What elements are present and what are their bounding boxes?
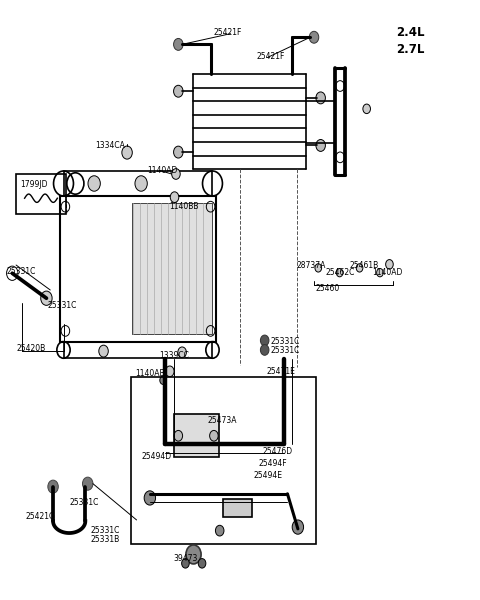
Bar (131, 377, 316, 544)
Circle shape (172, 169, 180, 179)
Circle shape (48, 480, 58, 493)
Text: 25461B: 25461B (349, 261, 378, 270)
Circle shape (144, 491, 156, 505)
Circle shape (166, 366, 174, 377)
Text: 25331C: 25331C (48, 301, 77, 310)
Text: 25331C: 25331C (91, 526, 120, 535)
Text: 1334CA: 1334CA (96, 141, 125, 150)
Bar (223, 499, 252, 517)
Text: 39473: 39473 (174, 554, 198, 563)
Bar (174, 415, 219, 457)
Circle shape (83, 477, 93, 490)
Circle shape (174, 430, 182, 441)
Circle shape (135, 176, 147, 191)
Circle shape (316, 139, 325, 151)
Circle shape (210, 430, 218, 441)
Circle shape (216, 525, 224, 536)
Circle shape (99, 345, 108, 357)
Text: 25331C: 25331C (271, 337, 300, 346)
Circle shape (292, 520, 303, 534)
Circle shape (261, 335, 269, 346)
Text: 25331C: 25331C (7, 267, 36, 276)
Circle shape (363, 104, 371, 113)
Circle shape (178, 347, 186, 358)
Text: 1799JD: 1799JD (20, 179, 48, 188)
Circle shape (181, 559, 189, 568)
Text: 25421G: 25421G (25, 512, 55, 521)
Text: 25331C: 25331C (271, 346, 300, 355)
Circle shape (377, 268, 384, 277)
Text: 25462C: 25462C (325, 268, 355, 277)
Circle shape (174, 85, 183, 97)
Text: 25460: 25460 (316, 284, 340, 293)
Text: 25473A: 25473A (208, 416, 237, 425)
Text: 25494E: 25494E (253, 471, 282, 480)
Text: 1140AB: 1140AB (136, 369, 165, 378)
Circle shape (122, 146, 132, 159)
Circle shape (160, 376, 167, 385)
Circle shape (356, 264, 363, 272)
Text: 25421F: 25421F (214, 28, 242, 37)
Text: 1140BB: 1140BB (169, 202, 198, 211)
Text: 1140AD: 1140AD (372, 268, 402, 277)
Text: 25331C: 25331C (69, 497, 98, 506)
Bar (132, 203, 212, 334)
Circle shape (315, 264, 322, 272)
Circle shape (336, 268, 343, 277)
Bar (63, 171, 213, 196)
Text: 25421F: 25421F (257, 52, 285, 61)
Text: 25494D: 25494D (142, 452, 172, 461)
Text: 25420B: 25420B (16, 344, 45, 353)
Circle shape (316, 92, 325, 104)
Text: 2.7L: 2.7L (396, 43, 425, 56)
Text: 1140AD: 1140AD (147, 166, 178, 175)
Text: 1339CC: 1339CC (159, 352, 189, 361)
Circle shape (261, 344, 269, 355)
Circle shape (186, 545, 201, 564)
Text: 25476D: 25476D (263, 447, 293, 456)
Text: 25331B: 25331B (91, 535, 120, 544)
Text: 2.4L: 2.4L (396, 26, 425, 39)
Circle shape (385, 260, 393, 269)
Circle shape (88, 176, 100, 191)
Circle shape (174, 38, 183, 50)
Text: 25471E: 25471E (266, 367, 295, 376)
Bar (60, 196, 216, 341)
Circle shape (170, 192, 179, 203)
Bar (63, 341, 213, 358)
Bar (16, 174, 66, 214)
Circle shape (309, 31, 319, 43)
Circle shape (41, 291, 52, 305)
Text: 25494F: 25494F (258, 459, 287, 468)
Text: 28737A: 28737A (297, 261, 326, 270)
Circle shape (198, 559, 206, 568)
Circle shape (174, 146, 183, 158)
